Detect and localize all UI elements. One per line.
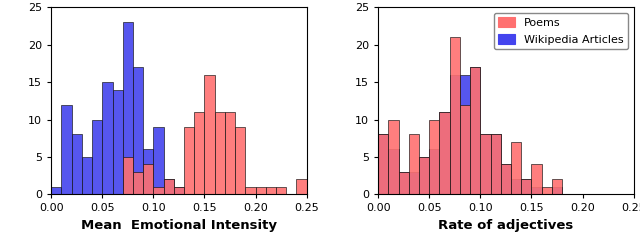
Bar — [450, 75, 460, 194]
Bar — [133, 172, 143, 194]
Bar — [225, 112, 235, 194]
Bar — [378, 134, 388, 194]
Bar — [245, 187, 255, 194]
Bar — [123, 157, 133, 194]
Bar — [82, 157, 92, 194]
Bar — [440, 112, 450, 194]
Bar — [552, 187, 562, 194]
Bar — [102, 82, 113, 194]
Bar — [531, 187, 541, 194]
Bar — [123, 22, 133, 194]
Bar — [490, 134, 500, 194]
Bar — [266, 187, 276, 194]
Bar — [113, 90, 123, 194]
Bar — [419, 157, 429, 194]
Bar — [61, 105, 72, 194]
Bar — [51, 187, 61, 194]
Bar — [164, 179, 174, 194]
Bar — [133, 67, 143, 194]
Bar — [72, 134, 82, 194]
Bar — [500, 164, 511, 194]
Bar — [552, 179, 562, 194]
Bar — [419, 157, 429, 194]
Bar — [511, 142, 521, 194]
Bar — [174, 187, 184, 194]
X-axis label: Mean  Emotional Intensity: Mean Emotional Intensity — [81, 219, 277, 232]
Bar — [470, 67, 481, 194]
Bar — [440, 112, 450, 194]
Bar — [143, 164, 154, 194]
Bar — [521, 179, 531, 194]
Bar — [429, 149, 440, 194]
Legend: Poems, Wikipedia Articles: Poems, Wikipedia Articles — [494, 13, 628, 49]
Bar — [174, 187, 184, 194]
Bar — [470, 67, 481, 194]
Bar — [204, 75, 214, 194]
Bar — [276, 187, 286, 194]
Bar — [511, 179, 521, 194]
Bar — [255, 187, 266, 194]
Bar — [184, 127, 195, 194]
Bar — [92, 120, 102, 194]
Bar — [399, 172, 409, 194]
Bar — [541, 187, 552, 194]
X-axis label: Rate of adjectives: Rate of adjectives — [438, 219, 573, 232]
Bar — [409, 134, 419, 194]
Bar — [481, 134, 490, 194]
Bar — [521, 179, 531, 194]
Bar — [195, 112, 204, 194]
Bar — [500, 164, 511, 194]
Bar — [460, 105, 470, 194]
Bar — [490, 134, 500, 194]
Bar — [409, 172, 419, 194]
Bar — [450, 37, 460, 194]
Bar — [164, 179, 174, 194]
Bar — [429, 120, 440, 194]
Bar — [154, 127, 164, 194]
Bar — [388, 120, 399, 194]
Bar — [481, 134, 490, 194]
Bar — [296, 179, 307, 194]
Bar — [235, 127, 245, 194]
Bar — [399, 172, 409, 194]
Bar — [460, 75, 470, 194]
Bar — [388, 149, 399, 194]
Bar — [154, 187, 164, 194]
Bar — [143, 149, 154, 194]
Bar — [378, 134, 388, 194]
Bar — [214, 112, 225, 194]
Bar — [531, 164, 541, 194]
